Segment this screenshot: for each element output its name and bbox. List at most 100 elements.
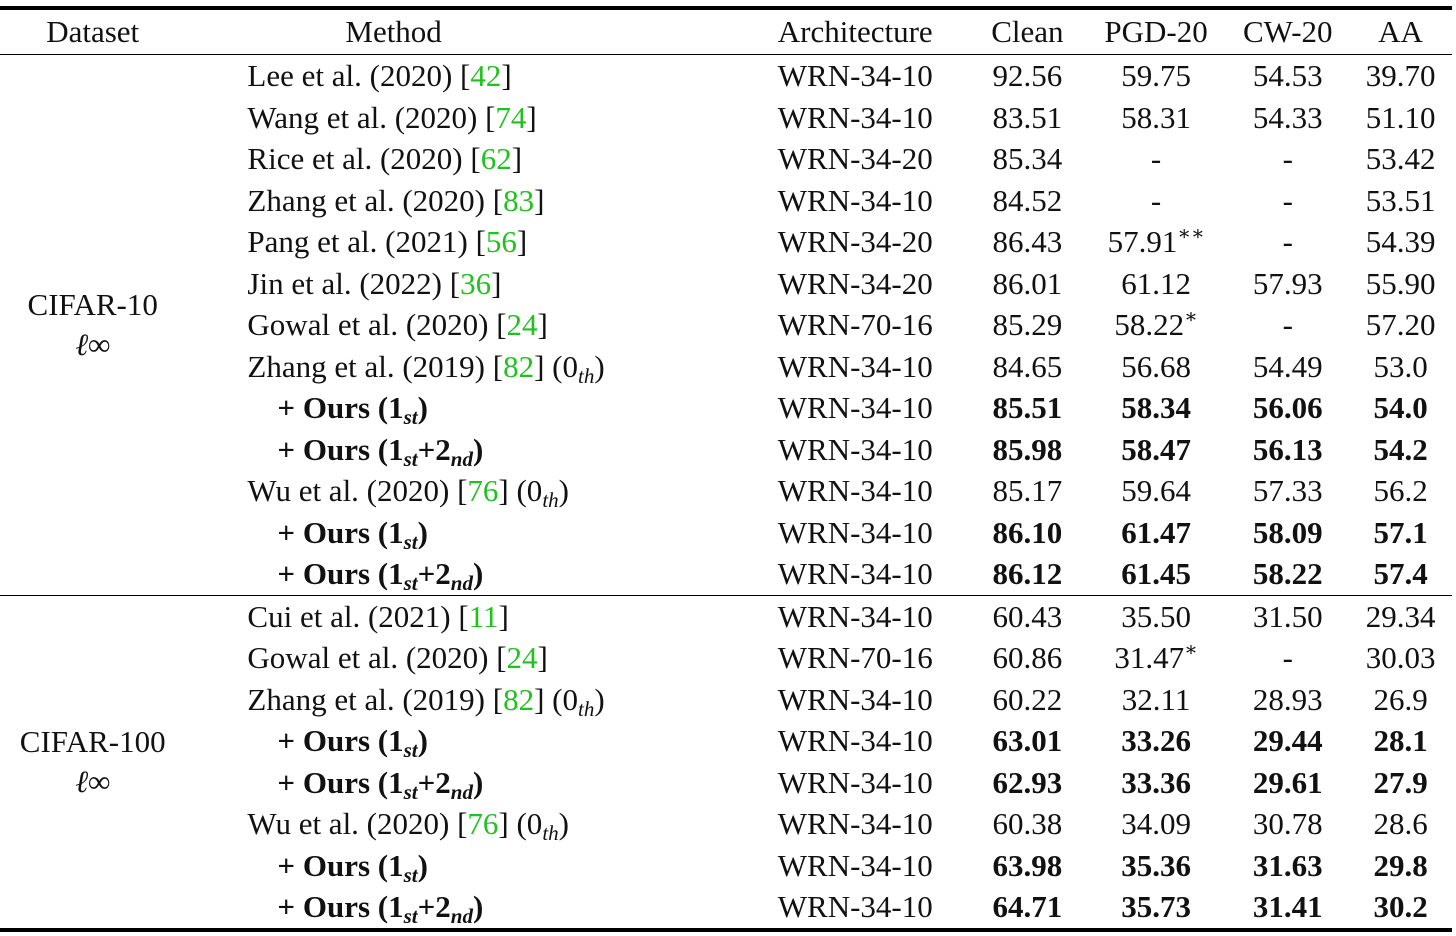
aa-cell: 29.8 [1373, 847, 1428, 883]
citation-link[interactable]: 36 [460, 265, 492, 301]
method-cell: Wang et al. (2020) [74] [185, 97, 761, 139]
ours-label: + Ours (1 [277, 889, 404, 924]
ours-close: ) [472, 764, 484, 800]
table-row: Wu et al. (2020) [76] (0th) WRN-34-10 60.3… [0, 803, 1452, 845]
pgd20-value: 59.75 [1121, 58, 1191, 93]
table-row: Rice et al. (2020) [62] WRN-34-20 85.34 - - 5… [0, 138, 1452, 180]
header-aa: AA [1349, 8, 1452, 55]
method-close: ) [558, 806, 569, 841]
clean-cell: 85.98 [992, 431, 1063, 467]
aa-cell: 30.2 [1373, 889, 1428, 924]
cw20-cell: 57.33 [1252, 473, 1323, 508]
clean-cell: 85.34 [992, 141, 1063, 176]
method-after: ] [516, 224, 528, 259]
method-cell: + Ours (1st) [185, 720, 761, 762]
table-row: + Ours (1st) WRN-34-10 63.98 35.36 31.63 29.8 [0, 845, 1452, 887]
clean-cell: 85.51 [992, 390, 1063, 425]
clean-cell: 64.71 [992, 889, 1063, 924]
ours-label: + Ours (1 [277, 723, 404, 758]
aa-cell: 54.39 [1365, 224, 1436, 259]
clean-cell: 63.98 [992, 847, 1063, 883]
architecture-cell: WRN-34-10 [777, 889, 933, 924]
citation-link[interactable]: 11 [468, 598, 499, 634]
ours-plus: +2 [417, 889, 451, 924]
pgd20-value: 56.68 [1121, 348, 1191, 384]
pgd20-cell: 35.50 [1085, 594, 1227, 637]
cw20-cell: - [1282, 224, 1293, 259]
citation-link[interactable]: 24 [506, 307, 538, 342]
ordinal-sub: st [403, 738, 418, 762]
pgd20-cell: 61.12 [1086, 263, 1227, 305]
architecture-cell: WRN-70-16 [777, 640, 933, 675]
aa-cell: 29.34 [1349, 594, 1452, 637]
table-row: CIFAR-10 ℓ∞ Lee et al. (2020) [42] WRN-34-1… [0, 55, 1452, 362]
pgd20-cell: 58.22∗ [1086, 304, 1227, 346]
cw20-cell: 29.61 [1252, 764, 1323, 800]
ours-close: ) [417, 723, 428, 758]
method-after: ] (0 [498, 806, 543, 841]
aa-cell: 57.4 [1373, 556, 1428, 591]
clean-cell: 60.38 [992, 806, 1063, 841]
results-table: Dataset Method Architecture Clean PGD-20… [0, 6, 1452, 932]
citation-link[interactable]: 42 [470, 58, 502, 93]
citation-link[interactable]: 56 [485, 224, 517, 259]
citation-link[interactable]: 76 [467, 806, 499, 841]
method-after: ] [537, 640, 548, 675]
clean-cell: 60.22 [992, 681, 1063, 717]
aa-cell: 54.0 [1373, 390, 1428, 425]
architecture-cell: WRN-34-10 [777, 806, 933, 841]
citation-link[interactable]: 82 [503, 681, 535, 717]
architecture-cell: WRN-34-10 [761, 594, 969, 637]
cw20-cell: 56.06 [1252, 390, 1323, 425]
ours-method: + Ours (1st+2nd) [247, 556, 483, 594]
aa-cell: 57.20 [1365, 307, 1436, 342]
citation-link[interactable]: 24 [506, 640, 538, 675]
pgd20-cell: 59.64 [1086, 470, 1227, 512]
cw20-cell: - [1282, 640, 1293, 675]
pgd20-cell: 56.68 [1086, 346, 1227, 388]
pgd20-value: 61.12 [1121, 265, 1191, 301]
pgd20-value: 59.64 [1121, 473, 1191, 508]
pgd20-cell: - [1086, 138, 1227, 180]
citation-link[interactable]: 82 [503, 348, 535, 384]
pgd20-cell: 33.26 [1086, 720, 1227, 762]
method-cell: Pang et al. (2021) [56] [185, 221, 761, 263]
table-row: Gowal et al. (2020) [24] WRN-70-16 60.86 31… [0, 637, 1452, 679]
ordinal-sub: nd [450, 904, 473, 928]
architecture-cell: WRN-34-10 [777, 99, 933, 135]
method-name: Jin et al. (2022) [ [247, 265, 461, 301]
cw20-cell: 31.63 [1252, 847, 1323, 883]
method-name: Pang et al. (2021) [ [247, 224, 486, 259]
cw20-cell: 57.93 [1252, 265, 1323, 301]
citation-link[interactable]: 83 [503, 182, 535, 218]
clean-cell: 60.86 [992, 640, 1063, 675]
pgd20-value: 58.34 [1121, 390, 1191, 425]
cw20-cell: 54.33 [1252, 99, 1323, 135]
cw20-cell: 31.50 [1226, 594, 1350, 637]
ours-method: + Ours (1st+2nd) [247, 764, 484, 803]
pgd20-value: 32.11 [1121, 681, 1191, 717]
method-name: Lee et al. (2020) [ [247, 58, 471, 93]
footnote-mark: ∗∗ [1177, 223, 1205, 245]
clean-cell: 83.51 [992, 99, 1063, 135]
header-clean: Clean [968, 8, 1086, 55]
pgd20-cell: 32.11 [1086, 679, 1227, 721]
method-cell: + Ours (1st) [185, 845, 761, 887]
aa-cell: 54.2 [1373, 431, 1428, 467]
ours-close: ) [417, 390, 428, 425]
ours-close: ) [472, 889, 484, 924]
method-after: ] [534, 182, 545, 218]
citation-link[interactable]: 62 [480, 141, 512, 176]
ours-plus: +2 [417, 431, 451, 467]
clean-cell: 86.43 [992, 224, 1063, 259]
ours-label: + Ours (1 [277, 556, 404, 591]
method-name: Wang et al. (2020) [ [247, 99, 496, 135]
pgd20-value: 35.50 [1121, 598, 1191, 634]
pgd20-cell: 35.36 [1086, 845, 1227, 887]
pgd20-value: 33.36 [1121, 764, 1191, 800]
method-name: Gowal et al. (2020) [ [247, 307, 507, 342]
citation-link[interactable]: 74 [495, 99, 527, 135]
clean-cell: 86.10 [992, 514, 1063, 550]
citation-link[interactable]: 76 [467, 473, 499, 508]
aa-cell: 57.1 [1373, 514, 1428, 550]
